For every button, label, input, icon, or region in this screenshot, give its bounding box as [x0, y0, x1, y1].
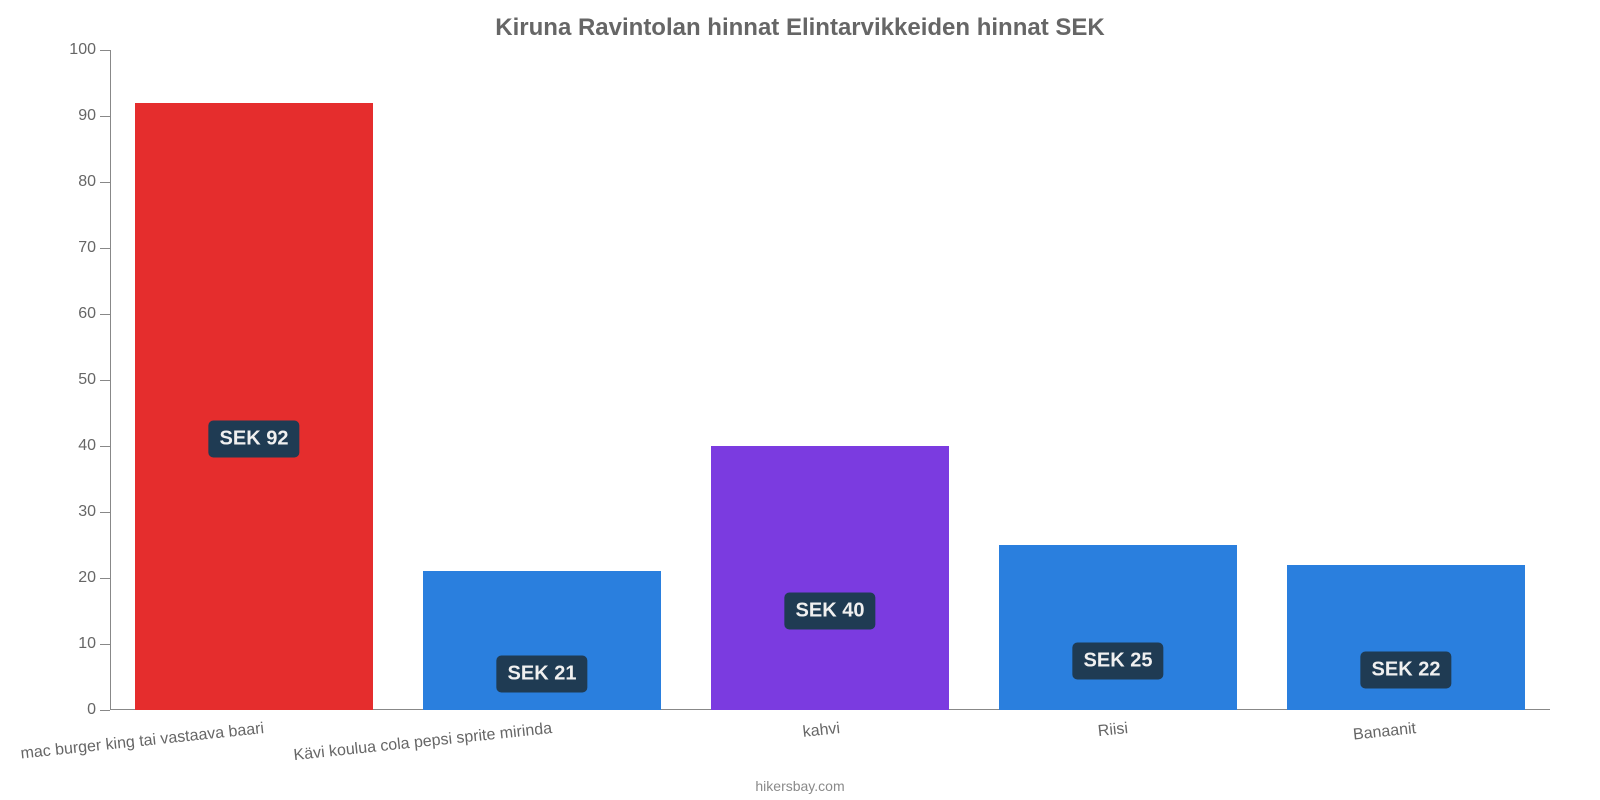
y-tick-label: 70	[78, 239, 96, 257]
y-tick	[100, 512, 110, 513]
bar	[135, 103, 373, 710]
y-tick	[100, 578, 110, 579]
y-tick	[100, 314, 110, 315]
y-tick-label: 20	[78, 569, 96, 587]
y-tick	[100, 380, 110, 381]
bar-value-label: SEK 40	[784, 593, 875, 630]
bar-value-label: SEK 21	[496, 655, 587, 692]
y-tick	[100, 50, 110, 51]
bar-value-label: SEK 22	[1360, 652, 1451, 689]
y-tick-label: 50	[78, 371, 96, 389]
y-tick-label: 40	[78, 437, 96, 455]
x-tick-label: mac burger king tai vastaava baari	[0, 720, 265, 766]
y-tick	[100, 182, 110, 183]
y-tick	[100, 248, 110, 249]
x-tick-label: Riisi	[859, 720, 1129, 766]
y-tick	[100, 116, 110, 117]
y-axis	[110, 50, 111, 710]
price-chart: Kiruna Ravintolan hinnat Elintarvikkeide…	[0, 0, 1600, 800]
y-tick	[100, 446, 110, 447]
y-tick-label: 90	[78, 107, 96, 125]
y-tick	[100, 644, 110, 645]
y-tick	[100, 710, 110, 711]
y-tick-label: 80	[78, 173, 96, 191]
y-tick-label: 0	[87, 701, 96, 719]
y-tick-label: 10	[78, 635, 96, 653]
bar-value-label: SEK 92	[208, 421, 299, 458]
attribution: hikersbay.com	[0, 778, 1600, 794]
y-tick-label: 100	[69, 41, 96, 59]
bar	[711, 446, 949, 710]
y-tick-label: 30	[78, 503, 96, 521]
plot-area: 0102030405060708090100SEK 92mac burger k…	[110, 50, 1550, 710]
x-tick-label: Kävi koulua cola pepsi sprite mirinda	[283, 720, 553, 766]
x-tick-label: kahvi	[571, 720, 841, 766]
x-tick-label: Banaanit	[1147, 720, 1417, 766]
bar	[999, 545, 1237, 710]
y-tick-label: 60	[78, 305, 96, 323]
chart-title: Kiruna Ravintolan hinnat Elintarvikkeide…	[0, 14, 1600, 42]
bar-value-label: SEK 25	[1072, 642, 1163, 679]
